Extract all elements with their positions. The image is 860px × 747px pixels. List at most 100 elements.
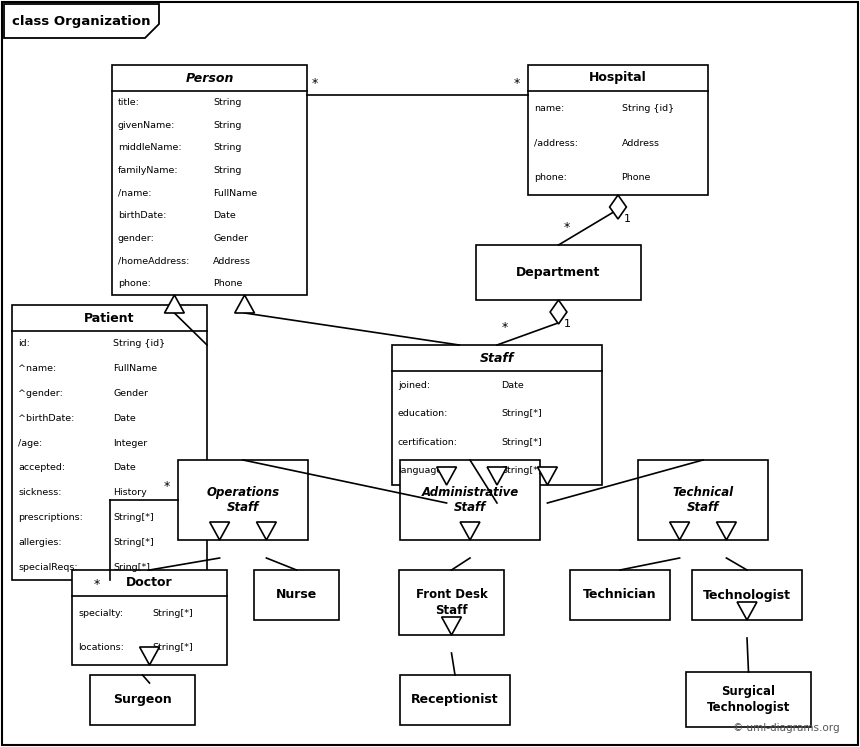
- Text: 1: 1: [624, 214, 631, 224]
- Bar: [638, 460, 768, 540]
- Text: ^birthDate:: ^birthDate:: [18, 414, 74, 423]
- Text: String: String: [213, 143, 242, 152]
- Bar: [72, 570, 227, 665]
- Text: phone:: phone:: [118, 279, 150, 288]
- Text: String[*]: String[*]: [501, 409, 542, 418]
- Bar: [90, 675, 195, 725]
- Polygon shape: [538, 467, 557, 485]
- Text: Date: Date: [501, 381, 524, 390]
- Text: class Organization: class Organization: [12, 14, 150, 28]
- Polygon shape: [441, 617, 462, 635]
- Text: Administrative
Staff: Administrative Staff: [421, 486, 519, 514]
- Text: /address:: /address:: [534, 138, 578, 147]
- Bar: [476, 245, 641, 300]
- Text: Person: Person: [185, 72, 234, 84]
- Text: String[*]: String[*]: [501, 438, 542, 447]
- Text: *: *: [563, 221, 569, 234]
- Text: languages:: languages:: [398, 466, 451, 475]
- Polygon shape: [437, 467, 457, 485]
- Bar: [528, 65, 708, 195]
- Polygon shape: [235, 295, 255, 313]
- Text: ^gender:: ^gender:: [18, 388, 63, 397]
- Text: Nurse: Nurse: [276, 589, 317, 601]
- Text: middleName:: middleName:: [118, 143, 181, 152]
- Text: String[*]: String[*]: [152, 643, 194, 652]
- Text: Operations
Staff: Operations Staff: [206, 486, 280, 514]
- Text: Phone: Phone: [622, 173, 651, 182]
- Text: *: *: [164, 480, 170, 493]
- Text: Sring[*]: Sring[*]: [114, 563, 150, 572]
- Text: *: *: [312, 77, 318, 90]
- Text: 1: 1: [563, 319, 570, 329]
- Text: Date: Date: [114, 414, 136, 423]
- Text: Staff: Staff: [480, 352, 514, 365]
- Text: specialReqs:: specialReqs:: [18, 563, 77, 572]
- Polygon shape: [4, 4, 159, 38]
- Text: /age:: /age:: [18, 438, 42, 447]
- Bar: [112, 65, 307, 295]
- Text: ^name:: ^name:: [18, 364, 56, 373]
- Text: title:: title:: [118, 98, 140, 107]
- Text: Front Desk
Staff: Front Desk Staff: [415, 589, 488, 616]
- Polygon shape: [210, 522, 230, 540]
- Bar: [692, 570, 802, 620]
- Text: specialty:: specialty:: [78, 609, 123, 618]
- Text: © uml-diagrams.org: © uml-diagrams.org: [734, 723, 840, 733]
- Text: Address: Address: [213, 256, 251, 265]
- Text: prescriptions:: prescriptions:: [18, 513, 83, 522]
- Text: String {id}: String {id}: [622, 104, 673, 113]
- Text: String: String: [213, 98, 242, 107]
- Text: String[*]: String[*]: [114, 513, 154, 522]
- Text: *: *: [94, 578, 100, 591]
- Text: Technician: Technician: [583, 589, 657, 601]
- Polygon shape: [164, 295, 184, 313]
- Text: /name:: /name:: [118, 188, 151, 197]
- Text: Technologist: Technologist: [703, 589, 791, 601]
- Bar: [686, 672, 811, 727]
- Text: String: String: [213, 120, 242, 129]
- Text: gender:: gender:: [118, 234, 155, 243]
- Text: FullName: FullName: [213, 188, 257, 197]
- Text: familyName:: familyName:: [118, 166, 179, 175]
- Text: String: String: [213, 166, 242, 175]
- Text: Address: Address: [622, 138, 660, 147]
- Polygon shape: [256, 522, 276, 540]
- Text: Integer: Integer: [114, 438, 148, 447]
- Text: *: *: [502, 321, 508, 334]
- Text: /homeAddress:: /homeAddress:: [118, 256, 189, 265]
- Text: Date: Date: [213, 211, 237, 220]
- Polygon shape: [460, 522, 480, 540]
- Text: FullName: FullName: [114, 364, 157, 373]
- Text: String[*]: String[*]: [152, 609, 194, 618]
- Bar: [399, 570, 504, 635]
- Polygon shape: [139, 647, 159, 665]
- Polygon shape: [550, 300, 567, 324]
- Polygon shape: [670, 522, 690, 540]
- Bar: [178, 460, 308, 540]
- Text: certification:: certification:: [398, 438, 458, 447]
- Text: joined:: joined:: [398, 381, 430, 390]
- Text: locations:: locations:: [78, 643, 124, 652]
- Bar: [254, 570, 339, 620]
- Text: allergies:: allergies:: [18, 538, 62, 547]
- Text: Date: Date: [114, 463, 136, 472]
- Bar: [12, 305, 207, 580]
- Bar: [400, 460, 540, 540]
- Bar: [570, 570, 670, 620]
- Text: sickness:: sickness:: [18, 489, 62, 498]
- Bar: [400, 675, 510, 725]
- Text: Hospital: Hospital: [589, 72, 647, 84]
- Polygon shape: [716, 522, 736, 540]
- Text: Surgical
Technologist: Surgical Technologist: [707, 686, 790, 713]
- Text: Technical
Staff: Technical Staff: [673, 486, 734, 514]
- Text: Gender: Gender: [213, 234, 249, 243]
- Text: Doctor: Doctor: [126, 577, 173, 589]
- Text: String[*]: String[*]: [114, 538, 154, 547]
- Text: Receptionist: Receptionist: [411, 693, 499, 707]
- Text: String[*]: String[*]: [501, 466, 542, 475]
- Text: phone:: phone:: [534, 173, 567, 182]
- Text: Patient: Patient: [84, 311, 135, 324]
- Text: education:: education:: [398, 409, 448, 418]
- Polygon shape: [610, 195, 626, 219]
- Text: String {id}: String {id}: [114, 339, 165, 348]
